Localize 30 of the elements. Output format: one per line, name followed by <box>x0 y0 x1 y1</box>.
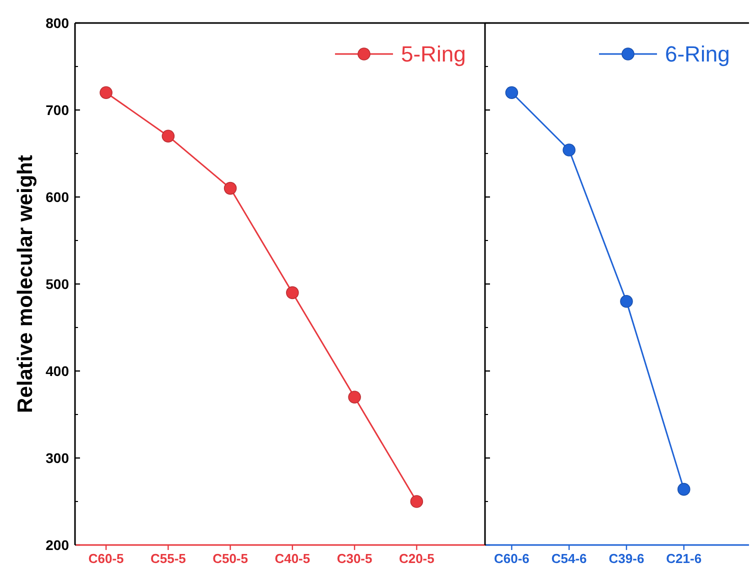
point <box>410 495 424 508</box>
y-tick-label: 700 <box>46 102 70 118</box>
point <box>677 482 690 496</box>
x-tick-label: C30-5 <box>336 551 372 566</box>
y-tick-label: 300 <box>46 450 70 466</box>
point <box>620 295 633 308</box>
x-tick-label: C54-6 <box>551 551 587 566</box>
y-tick-label: 600 <box>46 188 70 205</box>
x-tick-label: C39-6 <box>608 551 644 566</box>
x-tick-label: C55-5 <box>150 551 186 566</box>
y-tick-label: 400 <box>46 362 70 379</box>
x-tick-label: C21-6 <box>666 551 702 566</box>
y-tick-label: 800 <box>46 14 70 31</box>
x-tick-label: C50-5 <box>212 551 248 566</box>
y-tick-label: 200 <box>46 536 70 553</box>
x-tick-label: C60-6 <box>494 551 530 566</box>
point <box>100 86 112 99</box>
point <box>505 86 518 99</box>
point <box>224 182 237 195</box>
x-tick-label: C20-5 <box>398 551 434 566</box>
legend-label: 5-Ring <box>401 42 466 67</box>
y-tick-label: 500 <box>46 276 70 292</box>
point <box>348 390 361 404</box>
point <box>562 144 576 156</box>
x-tick-label: C40-5 <box>274 551 310 566</box>
y-axis-title: Relative molecular weight <box>14 155 37 413</box>
point <box>162 130 175 142</box>
legend-label: 6-Ring <box>665 42 730 67</box>
x-tick-label: C60-5 <box>88 551 124 566</box>
point <box>286 286 299 300</box>
